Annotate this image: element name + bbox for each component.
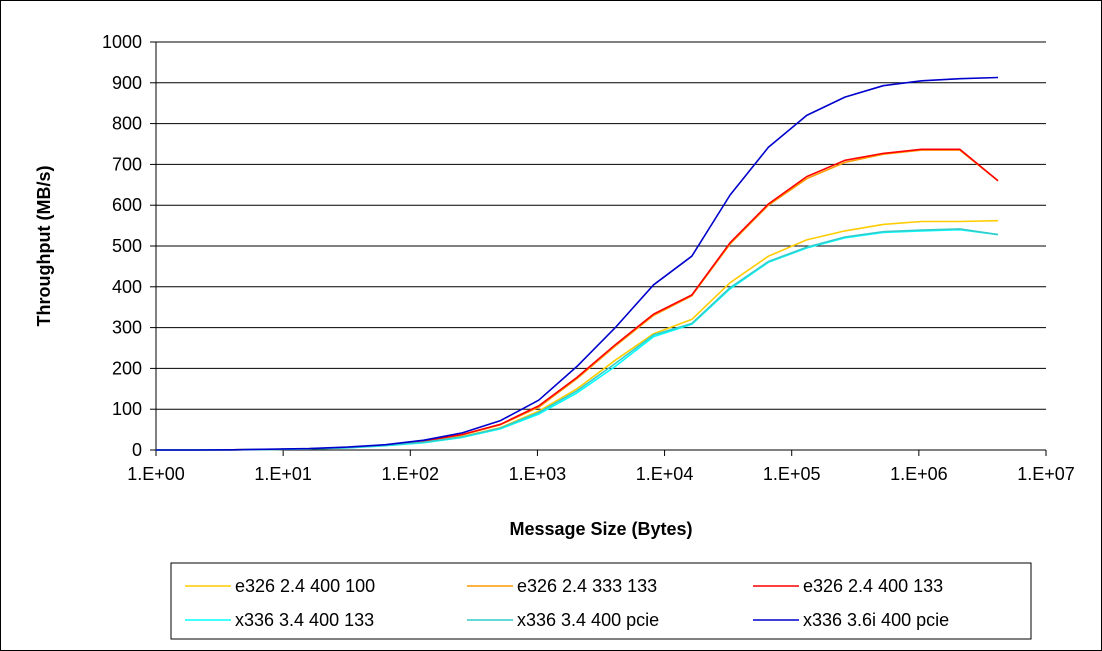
y-tick-label: 500 (112, 236, 142, 256)
y-tick-label: 1000 (102, 32, 142, 52)
y-tick-label: 400 (112, 277, 142, 297)
legend-label: e326 2.4 400 100 (235, 576, 375, 596)
legend-label: x336 3.4 400 133 (235, 610, 374, 630)
y-tick-label: 100 (112, 399, 142, 419)
series-line-5 (156, 228, 999, 451)
legend-label: e326 2.4 333 133 (517, 576, 657, 596)
series-line-1 (156, 219, 999, 451)
y-axis-title: Throughput (MB/s) (34, 166, 54, 327)
series-line-2 (156, 149, 999, 451)
x-tick-label: 1.E+07 (1017, 464, 1075, 484)
legend-label: e326 2.4 400 133 (803, 576, 943, 596)
legend: e326 2.4 400 100 e326 2.4 333 133 e326 2.4… (170, 562, 1032, 640)
y-tick-label: 300 (112, 318, 142, 338)
gridlines (156, 41, 1046, 410)
x-axis-ticks: 1.E+00 1.E+01 1.E+02 1.E+03 1.E+04 1.E+05 1.E+… (127, 450, 1075, 484)
x-tick-label: 1.E+00 (127, 464, 185, 484)
series-line-6 (156, 76, 999, 451)
x-tick-label: 1.E+06 (890, 464, 948, 484)
legend-box (170, 562, 1032, 640)
legend-label: x336 3.6i 400 pcie (803, 610, 949, 630)
x-tick-label: 1.E+05 (763, 464, 821, 484)
series-lines (156, 76, 999, 451)
x-axis-title: Message Size (Bytes) (509, 519, 692, 539)
x-tick-label: 1.E+03 (509, 464, 567, 484)
y-tick-label: 600 (112, 195, 142, 215)
y-tick-label: 200 (112, 358, 142, 378)
y-tick-label: 0 (132, 440, 142, 460)
series-line-3 (156, 148, 999, 451)
legend-label: x336 3.4 400 pcie (517, 610, 659, 630)
y-tick-label: 700 (112, 154, 142, 174)
y-axis-ticks: 0 100 200 300 400 500 600 700 800 900 1000 (102, 32, 156, 460)
y-tick-label: 900 (112, 73, 142, 93)
x-tick-label: 1.E+02 (382, 464, 440, 484)
x-tick-label: 1.E+01 (254, 464, 312, 484)
series-line-4 (156, 228, 999, 451)
x-tick-label: 1.E+04 (636, 464, 694, 484)
y-tick-label: 800 (112, 114, 142, 134)
